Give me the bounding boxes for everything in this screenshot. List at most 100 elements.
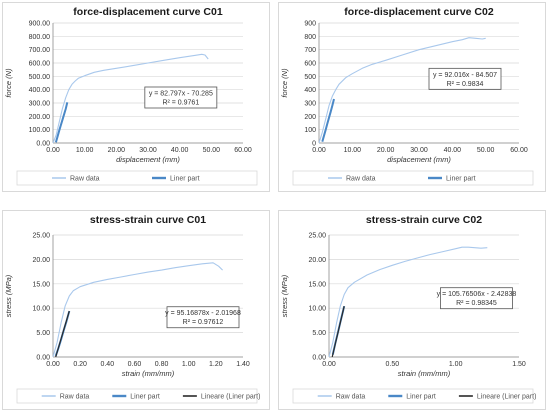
- y-tick-label: 0.00: [312, 355, 326, 362]
- trendline-label-box: [428, 67, 502, 90]
- y-tick-label: 200.00: [29, 114, 51, 121]
- y-axis-label: stress (MPa): [280, 274, 289, 317]
- trendline-r-squared: R² = 0.97612: [183, 319, 224, 326]
- x-tick-label: 0.00: [312, 147, 326, 154]
- x-tick-label: 0.00: [322, 361, 336, 368]
- y-tick-label: 500.00: [29, 74, 51, 81]
- trendline-label-box: [440, 287, 513, 310]
- y-tick-label: 25.00: [32, 233, 50, 240]
- y-tick-label: 500: [304, 74, 316, 81]
- legend-label: Raw data: [60, 394, 90, 401]
- x-axis-label: displacement (mm): [387, 155, 451, 164]
- y-axis-label: force (N): [280, 68, 289, 98]
- legend-label: Raw data: [346, 176, 376, 183]
- trendline-equation: y = 82.797x - 70.285: [149, 91, 213, 98]
- x-tick-label: 0.00: [46, 361, 60, 368]
- y-tick-label: 15.00: [32, 281, 50, 288]
- y-tick-label: 900.00: [29, 21, 51, 28]
- legend-label: Lineare (Liner part): [201, 394, 261, 401]
- y-tick-label: 900: [304, 21, 316, 28]
- x-tick-label: 10.00: [344, 147, 362, 154]
- y-axis-label: force (N): [4, 68, 13, 98]
- y-tick-label: 15.00: [308, 281, 326, 288]
- series-line-lineare-liner-part-: [331, 306, 345, 358]
- series-line-raw-data: [318, 37, 486, 144]
- x-tick-label: 50.00: [203, 147, 221, 154]
- trendline-label-box: [144, 86, 218, 109]
- legend: [292, 170, 534, 186]
- y-axis-label: stress (MPa): [4, 274, 13, 317]
- chart-stress-strain-c01: stress-strain curve C01 0.00 5.00 10.00 15.0…: [2, 210, 270, 410]
- trendline-label-box: [166, 306, 240, 329]
- legend-label: Raw data: [70, 176, 100, 183]
- y-tick-label: 20.00: [32, 257, 50, 264]
- series-line-liner-part: [54, 102, 69, 143]
- x-tick-label: 1.00: [449, 361, 463, 368]
- y-tick-label: 700.00: [29, 47, 51, 54]
- x-tick-label: 0.50: [386, 361, 400, 368]
- legend-label: Raw data: [336, 394, 366, 401]
- y-tick-label: 700: [304, 47, 316, 54]
- y-tick-label: 10.00: [308, 306, 326, 313]
- x-tick-label: 60.00: [510, 147, 528, 154]
- y-tick-label: 300: [304, 101, 316, 108]
- x-tick-label: 40.00: [171, 147, 189, 154]
- y-tick-label: 100.00: [29, 127, 51, 134]
- y-tick-label: 300.00: [29, 101, 51, 108]
- legend: [16, 170, 258, 186]
- chart-svg: force-displacement curve C02 0 100 200 300 40…: [280, 6, 534, 186]
- x-tick-label: 60.00: [234, 147, 252, 154]
- y-tick-label: 20.00: [308, 257, 326, 264]
- x-tick-label: 20.00: [108, 147, 126, 154]
- y-tick-label: 800: [304, 34, 316, 41]
- x-tick-label: 0.20: [73, 361, 87, 368]
- y-tick-label: 600.00: [29, 61, 51, 68]
- x-tick-label: 0.40: [100, 361, 114, 368]
- trendline-r-squared: R² = 0.9834: [447, 81, 484, 88]
- x-tick-label: 1.00: [182, 361, 196, 368]
- chart-svg: stress-strain curve C02 0.00 5.00 10.00 15.0…: [280, 214, 536, 404]
- x-tick-label: 1.20: [209, 361, 223, 368]
- chart-svg: stress-strain curve C01 0.00 5.00 10.00 15.0…: [4, 214, 261, 404]
- series-line-raw-data: [328, 246, 488, 358]
- legend: [292, 388, 534, 404]
- x-tick-label: 0.00: [46, 147, 60, 154]
- y-tick-label: 0: [312, 141, 316, 148]
- chart-force-displacement-c02: force-displacement curve C02 0 100 200 300 40…: [278, 2, 546, 192]
- legend-label: Liner part: [130, 394, 160, 401]
- legend-label: Liner part: [406, 394, 436, 401]
- series-line-raw-data: [52, 262, 223, 358]
- y-tick-label: 400.00: [29, 87, 51, 94]
- y-tick-label: 10.00: [32, 306, 50, 313]
- y-tick-label: 100: [304, 127, 316, 134]
- trendline-equation: y = 95.16878x - 2.01968: [165, 310, 241, 317]
- chart-title: force-displacement curve C02: [344, 6, 494, 18]
- x-tick-label: 20.00: [377, 147, 395, 154]
- x-tick-label: 30.00: [410, 147, 428, 154]
- x-tick-label: 50.00: [477, 147, 495, 154]
- trendline-equation: y = 105.76506x - 2.42838: [437, 291, 517, 298]
- legend-label: Liner part: [446, 176, 476, 183]
- series-line-lineare-liner-part-: [55, 310, 70, 358]
- trendline-r-squared: R² = 0.98345: [456, 300, 497, 307]
- y-tick-label: 0.00: [36, 355, 50, 362]
- series-line-raw-data: [52, 53, 209, 144]
- chart-title: stress-strain curve C01: [90, 214, 206, 226]
- x-axis-label: strain (mm/mm): [122, 369, 175, 378]
- x-tick-label: 1.40: [236, 361, 250, 368]
- y-tick-label: 800.00: [29, 34, 51, 41]
- legend: [16, 388, 258, 404]
- x-tick-label: 0.80: [155, 361, 169, 368]
- y-tick-label: 5.00: [36, 330, 50, 337]
- x-tick-label: 10.00: [76, 147, 94, 154]
- x-tick-label: 0.60: [128, 361, 142, 368]
- x-tick-label: 40.00: [444, 147, 462, 154]
- chart-svg: force-displacement curve C01 0.00 100.00 20…: [4, 6, 258, 186]
- y-tick-label: 0.00: [36, 141, 50, 148]
- x-tick-label: 30.00: [139, 147, 157, 154]
- y-tick-label: 25.00: [308, 233, 326, 240]
- series-line-liner-part: [321, 98, 335, 142]
- x-tick-label: 1.50: [512, 361, 526, 368]
- chart-title: force-displacement curve C01: [73, 6, 223, 18]
- legend-label: Liner part: [170, 176, 200, 183]
